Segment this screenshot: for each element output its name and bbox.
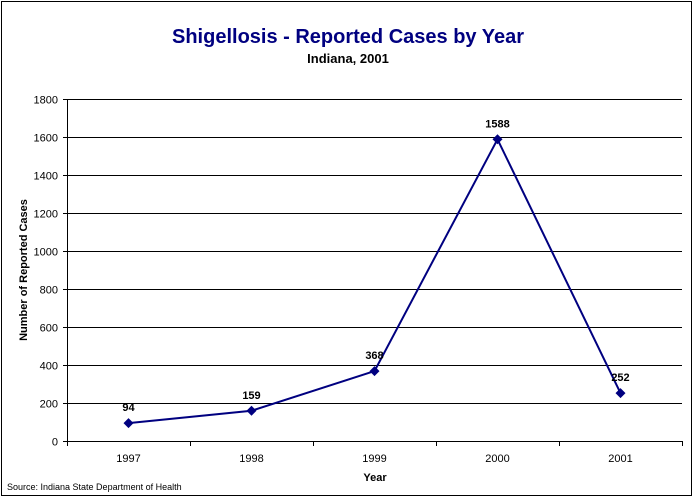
data-label: 368: [365, 350, 383, 362]
data-point: [123, 418, 134, 429]
y-tick-label: 400: [40, 361, 58, 373]
y-tick-label: 1800: [34, 95, 58, 107]
x-tick-label: 2001: [608, 453, 632, 465]
y-tick-label: 200: [40, 399, 58, 411]
chart-title: Shigellosis - Reported Cases by Year: [172, 26, 524, 48]
data-point: [369, 366, 380, 377]
y-tick-label: 600: [40, 323, 58, 335]
x-tick-label: 2000: [485, 453, 509, 465]
data-point: [615, 388, 626, 399]
data-label: 252: [611, 372, 629, 384]
source-note: Source: Indiana State Department of Heal…: [7, 482, 182, 492]
y-tick-label: 1600: [34, 133, 58, 145]
x-tick-label: 1998: [239, 453, 263, 465]
y-tick-label: 1400: [34, 171, 58, 183]
x-axis-label: Year: [363, 472, 387, 484]
data-point: [246, 405, 257, 416]
data-label: 159: [242, 390, 260, 402]
x-tick-label: 1999: [362, 453, 386, 465]
data-point: [492, 134, 503, 145]
y-tick-label: 800: [40, 285, 58, 297]
data-label: 94: [122, 402, 135, 414]
y-tick-label: 1200: [34, 209, 58, 221]
y-axis-label: Number of Reported Cases: [18, 199, 30, 341]
y-tick-label: 0: [52, 437, 58, 449]
y-tick-label: 1000: [34, 247, 58, 259]
data-label: 1588: [485, 118, 509, 130]
chart-subtitle: Indiana, 2001: [307, 51, 389, 66]
chart-border: [1, 1, 692, 496]
x-tick-label: 1997: [116, 453, 140, 465]
